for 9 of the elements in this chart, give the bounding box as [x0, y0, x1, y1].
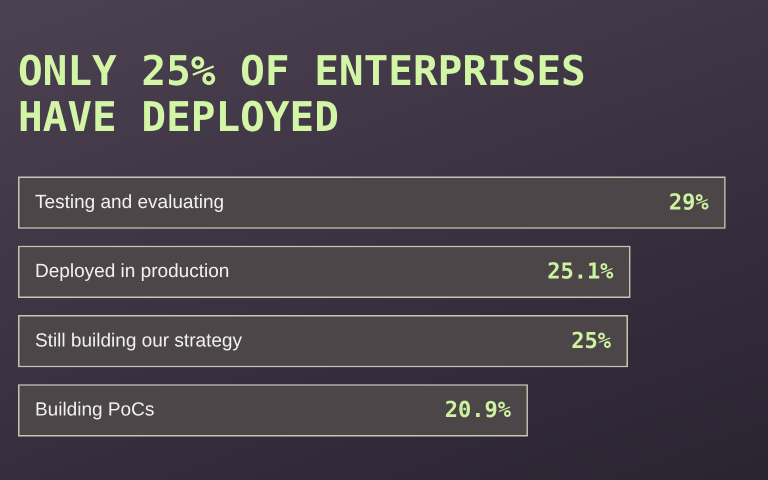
data-label: 25%: [571, 328, 612, 354]
chart-title: ONLY 25% OF ENTERPRISES HAVE DEPLOYED: [18, 47, 587, 141]
y-tick-label: Testing and evaluating: [35, 192, 224, 213]
data-label: 20.9%: [444, 398, 512, 424]
y-tick-label: Building PoCs: [35, 400, 154, 421]
data-label: 25.1%: [547, 260, 614, 285]
y-tick-label: Still building our strategy: [35, 330, 242, 352]
data-label: 29%: [668, 190, 710, 216]
y-tick-label: Deployed in production: [35, 261, 230, 282]
